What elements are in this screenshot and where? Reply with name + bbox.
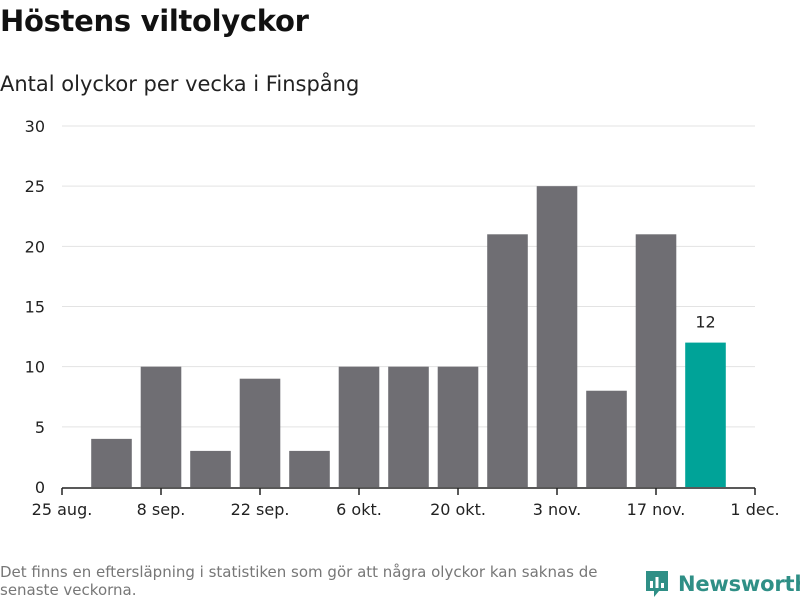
brand-logo: Newsworthy xyxy=(644,568,800,600)
x-tick-label: 3 nov. xyxy=(533,500,582,519)
y-tick-label: 10 xyxy=(25,358,45,377)
x-tick-label: 22 sep. xyxy=(231,500,290,519)
bar xyxy=(140,366,182,487)
x-tick-label: 1 dec. xyxy=(730,500,779,519)
newsworthy-chart-bubble-icon xyxy=(646,571,668,597)
bar xyxy=(190,450,231,487)
bar xyxy=(239,378,281,487)
brand-name: Newsworthy xyxy=(678,572,800,596)
y-tick-label: 30 xyxy=(25,117,45,136)
y-tick-label: 15 xyxy=(25,298,45,317)
bar xyxy=(536,186,578,487)
x-tick-label: 25 aug. xyxy=(32,500,93,519)
bar-data-label: 12 xyxy=(695,313,715,332)
bar xyxy=(437,366,479,487)
chart-title: Höstens viltolyckor xyxy=(0,4,309,38)
bar xyxy=(388,366,429,487)
bar xyxy=(685,342,726,487)
chart-subtitle: Antal olyckor per vecka i Finspång xyxy=(0,72,360,96)
bar xyxy=(289,450,330,487)
y-tick-label: 25 xyxy=(25,177,45,196)
y-tick-label: 20 xyxy=(25,237,45,256)
x-tick-label: 17 nov. xyxy=(627,500,686,519)
bar xyxy=(635,234,677,487)
bars xyxy=(91,186,726,487)
x-tick-label: 20 okt. xyxy=(430,500,486,519)
y-tick-label: 0 xyxy=(35,478,45,497)
bar xyxy=(586,390,627,487)
y-tick-label: 5 xyxy=(35,418,45,437)
footnote: Det finns en eftersläpning i statistiken… xyxy=(0,563,598,599)
bar xyxy=(91,438,132,487)
bar xyxy=(338,366,380,487)
bar xyxy=(487,234,528,487)
x-tick-label: 8 sep. xyxy=(137,500,186,519)
x-axis: 25 aug. 8 sep. 22 sep. 6 okt. 20 okt. 3 nov. 1… xyxy=(32,487,780,519)
x-tick-label: 6 okt. xyxy=(336,500,382,519)
data-labels: 12 xyxy=(695,313,715,332)
y-axis: 0 5 10 15 20 25 30 xyxy=(25,117,45,497)
